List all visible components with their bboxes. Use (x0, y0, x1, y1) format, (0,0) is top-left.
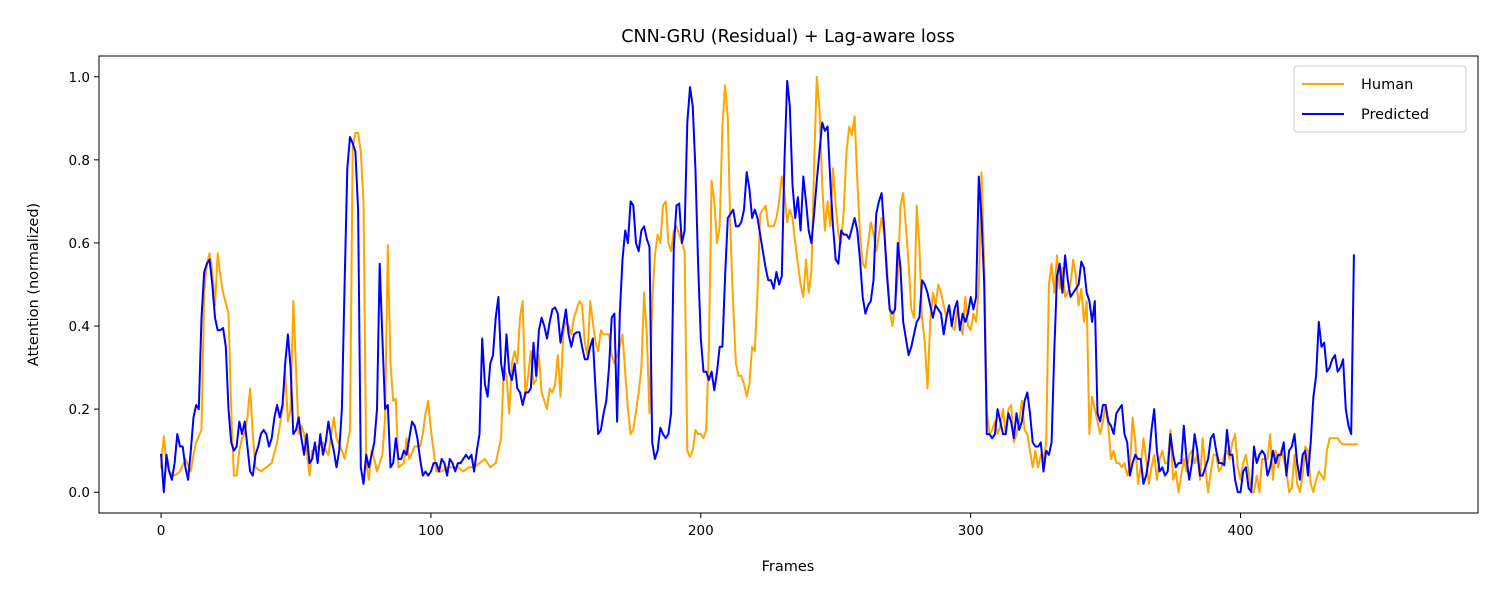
legend-box (1293, 65, 1467, 133)
y-tick-label: 0.4 (69, 319, 90, 335)
x-tick-label: 0 (157, 523, 166, 539)
x-tick-label: 300 (958, 523, 984, 539)
y-tick-label: 0.0 (69, 485, 90, 501)
legend: Human Predicted (1293, 65, 1467, 133)
x-tick-label: 400 (1228, 523, 1254, 539)
x-axis-ticks: 0 100 200 300 400 (157, 513, 1254, 539)
y-tick-label: 1.0 (69, 70, 90, 86)
x-tick-label: 100 (418, 523, 444, 539)
series-line-human (160, 75, 1358, 494)
x-axis-label: Frames (762, 559, 815, 575)
y-tick-label: 0.8 (69, 153, 90, 169)
y-axis-ticks: 0.0 0.2 0.4 0.6 0.8 1.0 (69, 70, 99, 501)
plot-area (98, 55, 1479, 514)
plot-frame (98, 55, 1479, 514)
series-layer (160, 75, 1358, 494)
x-tick-label: 200 (688, 523, 714, 539)
series-line-predicted (160, 79, 1355, 494)
legend-label-human: Human (1361, 77, 1413, 93)
y-tick-label: 0.2 (69, 402, 90, 418)
y-tick-label: 0.6 (69, 236, 90, 252)
y-axis-label: Attention (normalized) (26, 203, 42, 366)
chart-title: CNN-GRU (Residual) + Lag-aware loss (621, 27, 954, 47)
legend-label-predicted: Predicted (1361, 107, 1429, 123)
